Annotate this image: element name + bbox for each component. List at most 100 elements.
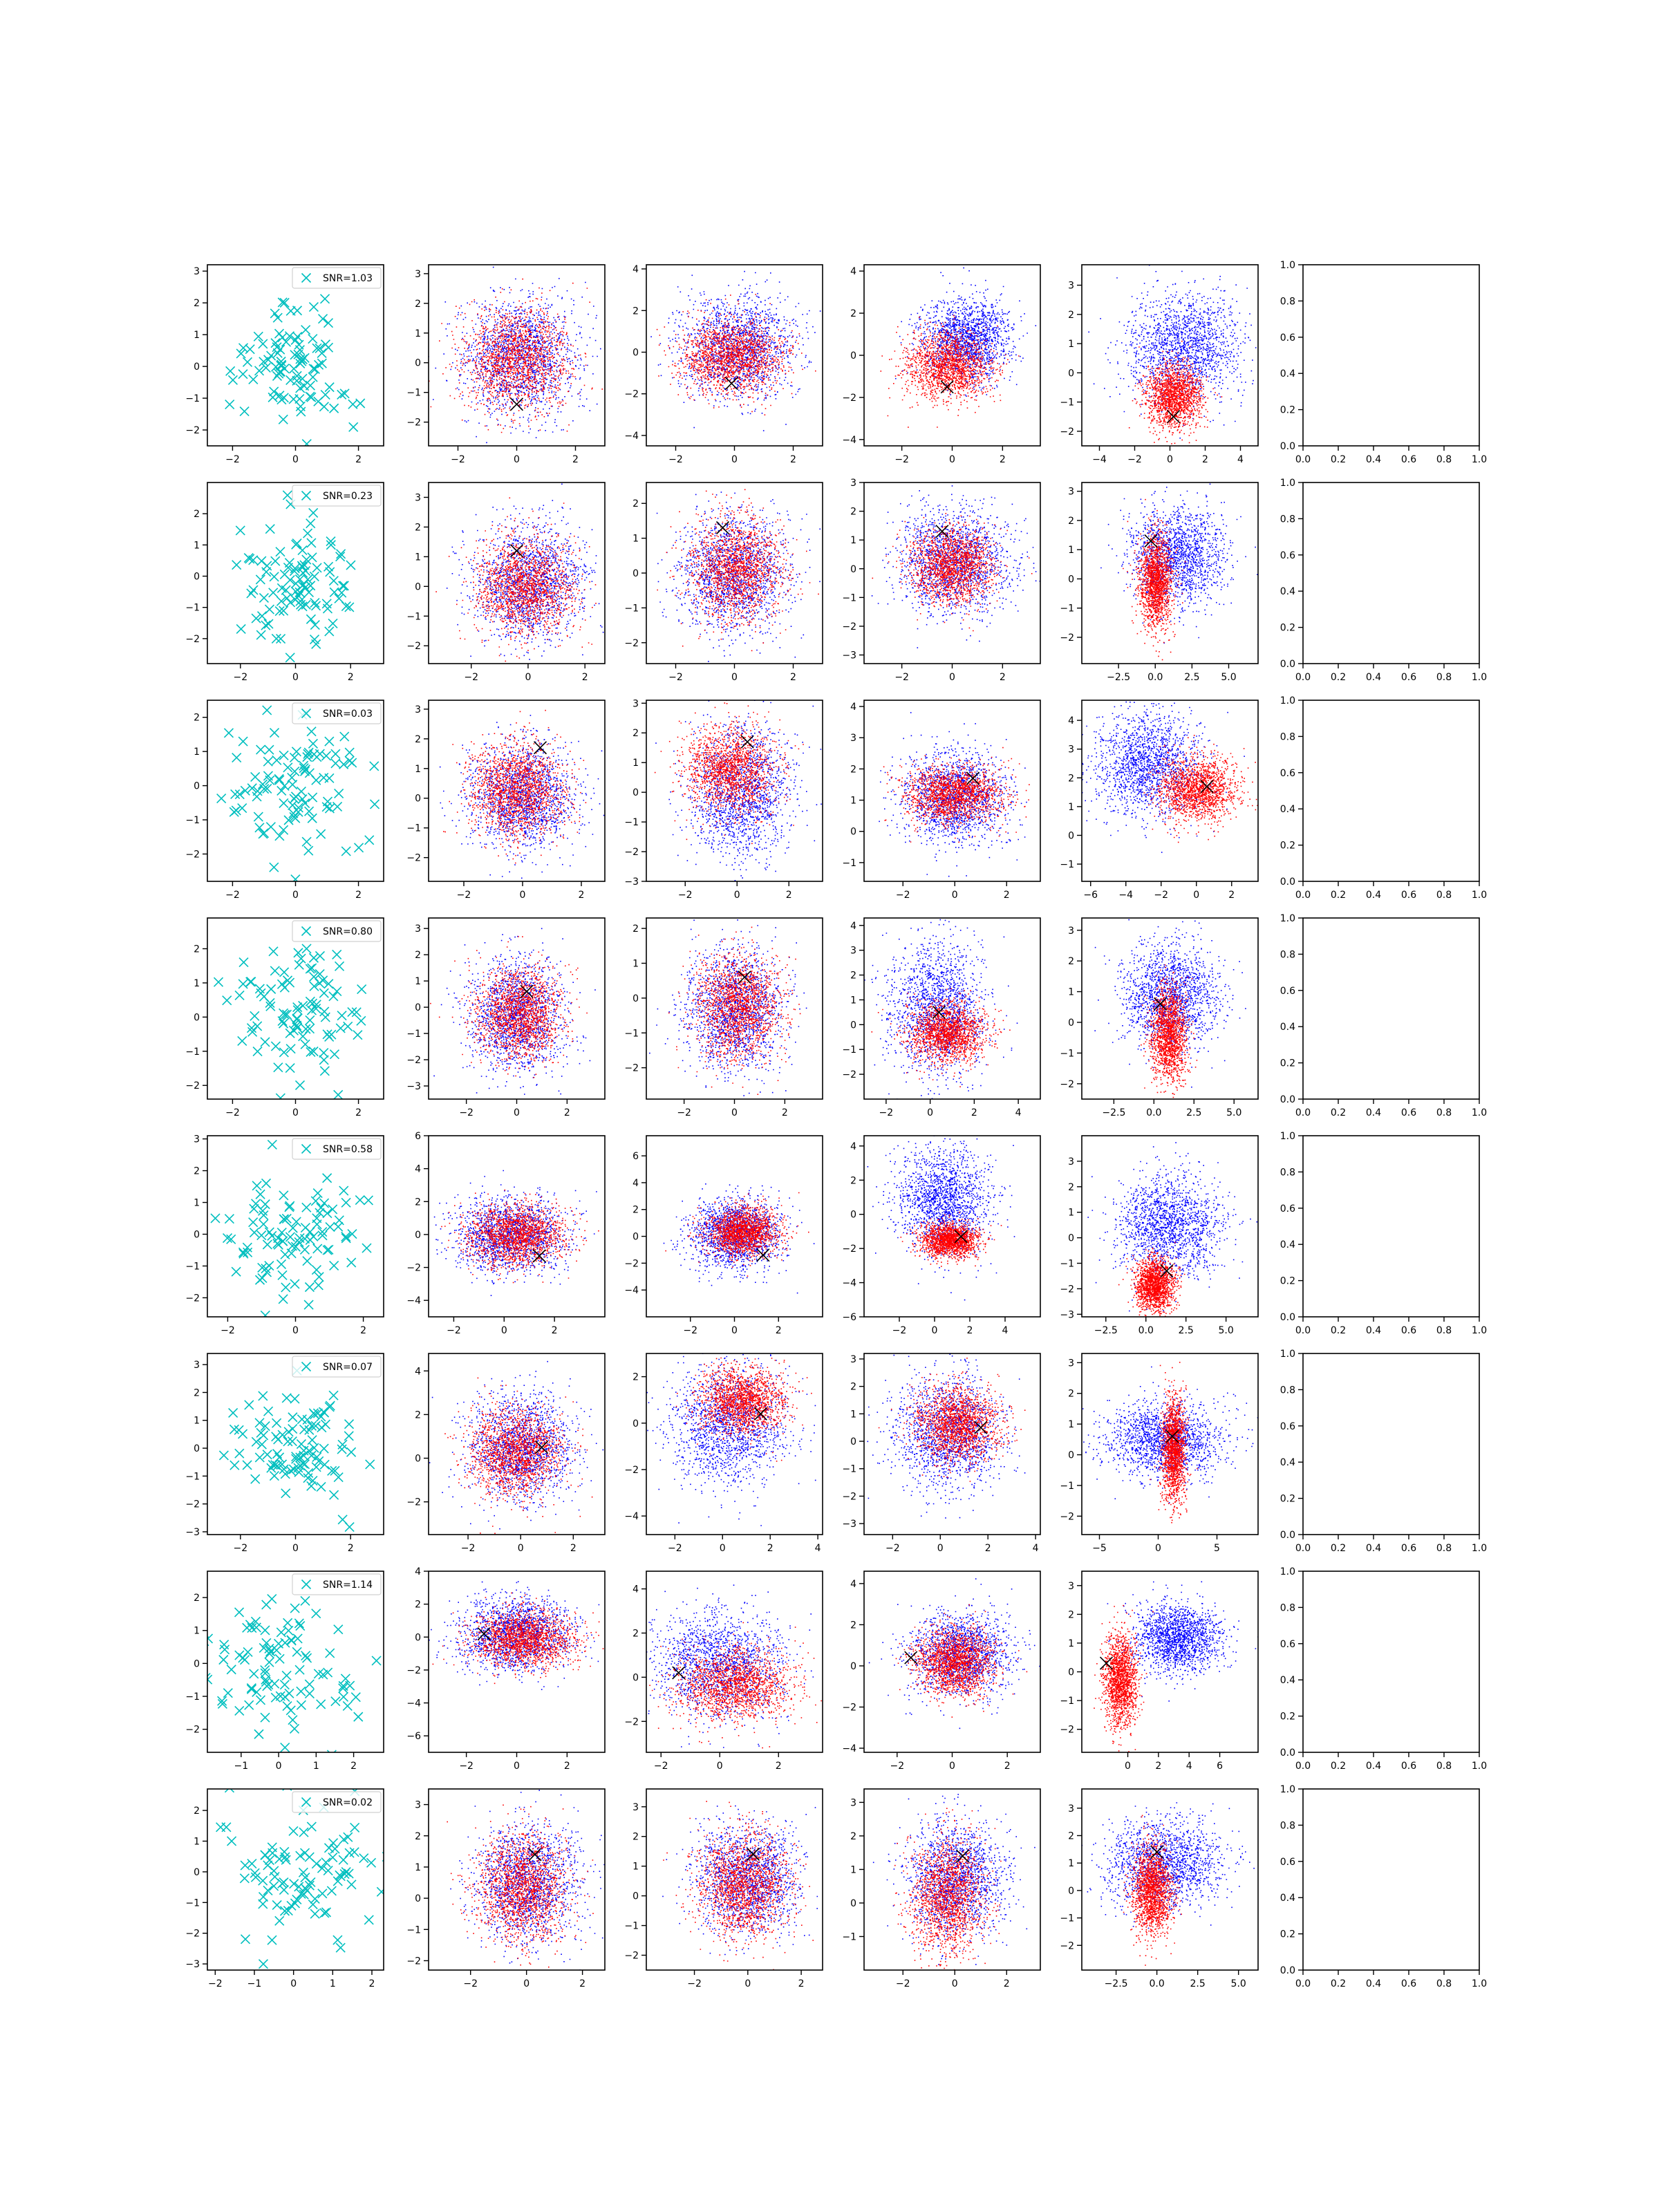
x-tick-label: 0 xyxy=(292,672,299,683)
sample-point xyxy=(222,1823,231,1832)
blue-cloud xyxy=(410,1581,616,1690)
y-tick-label: 3 xyxy=(1068,1581,1074,1592)
sample-point xyxy=(301,1884,310,1893)
x-tick-label: −2 xyxy=(668,454,683,465)
y-tick-label: 4 xyxy=(850,702,856,713)
sample-point xyxy=(273,313,282,322)
y-tick-label: 1 xyxy=(632,959,639,970)
y-tick-label: 3 xyxy=(1068,281,1074,292)
x-tick-label: 0.4 xyxy=(1366,1761,1381,1772)
y-tick-label: −1 xyxy=(842,1931,856,1942)
y-tick-label: −1 xyxy=(185,815,200,826)
sample-point xyxy=(347,1880,356,1889)
sample-point xyxy=(243,1461,252,1470)
x-tick-label: 0.0 xyxy=(1295,1761,1311,1772)
sample-point xyxy=(270,1679,279,1688)
red-cloud xyxy=(444,1378,592,1535)
legend: SNR=1.14 xyxy=(292,1574,381,1595)
y-tick-label: −2 xyxy=(406,1665,421,1676)
sample-point xyxy=(254,1730,263,1738)
x-tick-label: 0.8 xyxy=(1436,890,1452,901)
sample-point xyxy=(322,599,331,608)
cross-marker xyxy=(941,381,953,393)
sample-point xyxy=(220,1640,229,1649)
y-tick-label: 0 xyxy=(194,362,200,373)
y-tick-label: 4 xyxy=(632,264,639,275)
y-tick-label: 0.0 xyxy=(1280,1747,1295,1759)
plot-points xyxy=(1094,1582,1259,1774)
x-tick-label: 4 xyxy=(1015,1107,1022,1118)
x-tick-label: −2 xyxy=(687,1978,702,1989)
blue-cloud xyxy=(1088,261,1270,438)
sample-point xyxy=(334,1090,343,1099)
sample-point xyxy=(290,1604,299,1613)
y-tick-label: 0.2 xyxy=(1280,405,1295,416)
y-tick-label: −2 xyxy=(406,1055,421,1066)
y-tick-label: 1 xyxy=(194,1626,200,1637)
sample-point xyxy=(348,758,357,767)
x-tick-label: 0.6 xyxy=(1401,1761,1416,1772)
sample-point xyxy=(334,1625,343,1634)
sample-point xyxy=(288,1716,297,1725)
sample-point xyxy=(372,1656,381,1665)
x-tick-label: 2.5 xyxy=(1184,672,1199,683)
sample-point xyxy=(315,1273,324,1282)
axes-frame xyxy=(207,700,384,881)
sample-point xyxy=(314,1281,323,1290)
x-tick-label: 0.6 xyxy=(1401,890,1416,901)
x-tick-label: 0 xyxy=(501,1325,507,1336)
sample-point xyxy=(350,1823,359,1832)
y-tick-label: 2 xyxy=(1068,310,1074,321)
y-tick-label: −4 xyxy=(842,1743,856,1754)
legend-label: SNR=1.03 xyxy=(323,273,373,284)
x-tick-label: 2 xyxy=(552,1325,558,1336)
y-tick-label: −1 xyxy=(1060,1481,1074,1492)
sample-point xyxy=(252,1181,261,1190)
y-tick-label: 2 xyxy=(194,1593,200,1604)
x-tick-label: 2 xyxy=(776,1761,782,1772)
sample-point xyxy=(306,1015,315,1024)
x-tick-label: 0.8 xyxy=(1436,1107,1452,1118)
sample-point xyxy=(297,1415,306,1424)
sample-point xyxy=(310,1443,319,1452)
x-tick-label: 2 xyxy=(582,672,588,683)
sample-point xyxy=(332,987,341,996)
x-tick-label: 2 xyxy=(985,1543,991,1554)
y-tick-label: 2 xyxy=(850,507,856,518)
y-tick-label: −2 xyxy=(1060,1725,1074,1736)
x-tick-label: 0.2 xyxy=(1331,1325,1346,1336)
sample-point xyxy=(271,556,280,565)
sample-point xyxy=(294,960,303,969)
x-tick-label: −2 xyxy=(463,1978,478,1989)
sample-point xyxy=(345,1523,354,1532)
x-tick-label: 2 xyxy=(790,454,796,465)
sample-point xyxy=(274,1639,283,1648)
sample-point xyxy=(290,1724,299,1733)
sample-point xyxy=(310,1410,319,1419)
sample-point xyxy=(321,1013,330,1022)
x-tick-label: 2.5 xyxy=(1179,1325,1194,1336)
plot-points xyxy=(858,1338,1053,1519)
x-tick-label: 1.0 xyxy=(1472,1761,1487,1772)
sample-point xyxy=(304,588,313,597)
y-tick-label: 2 xyxy=(415,1409,421,1421)
sample-point xyxy=(305,1283,314,1292)
sample-point xyxy=(344,1432,353,1441)
y-tick-label: 1 xyxy=(1068,987,1074,998)
legend: SNR=0.02 xyxy=(292,1792,381,1812)
y-tick-label: 3 xyxy=(415,492,421,503)
y-tick-label: 0 xyxy=(1068,574,1074,585)
plot-points xyxy=(649,910,807,1116)
x-tick-label: 0.0 xyxy=(1295,1325,1311,1336)
y-tick-label: 0 xyxy=(632,993,639,1004)
y-tick-label: 4 xyxy=(850,266,856,277)
sample-point xyxy=(268,1140,276,1149)
sample-point xyxy=(305,1689,314,1698)
y-tick-label: 0 xyxy=(632,347,639,358)
y-tick-label: 0.6 xyxy=(1280,1857,1295,1868)
